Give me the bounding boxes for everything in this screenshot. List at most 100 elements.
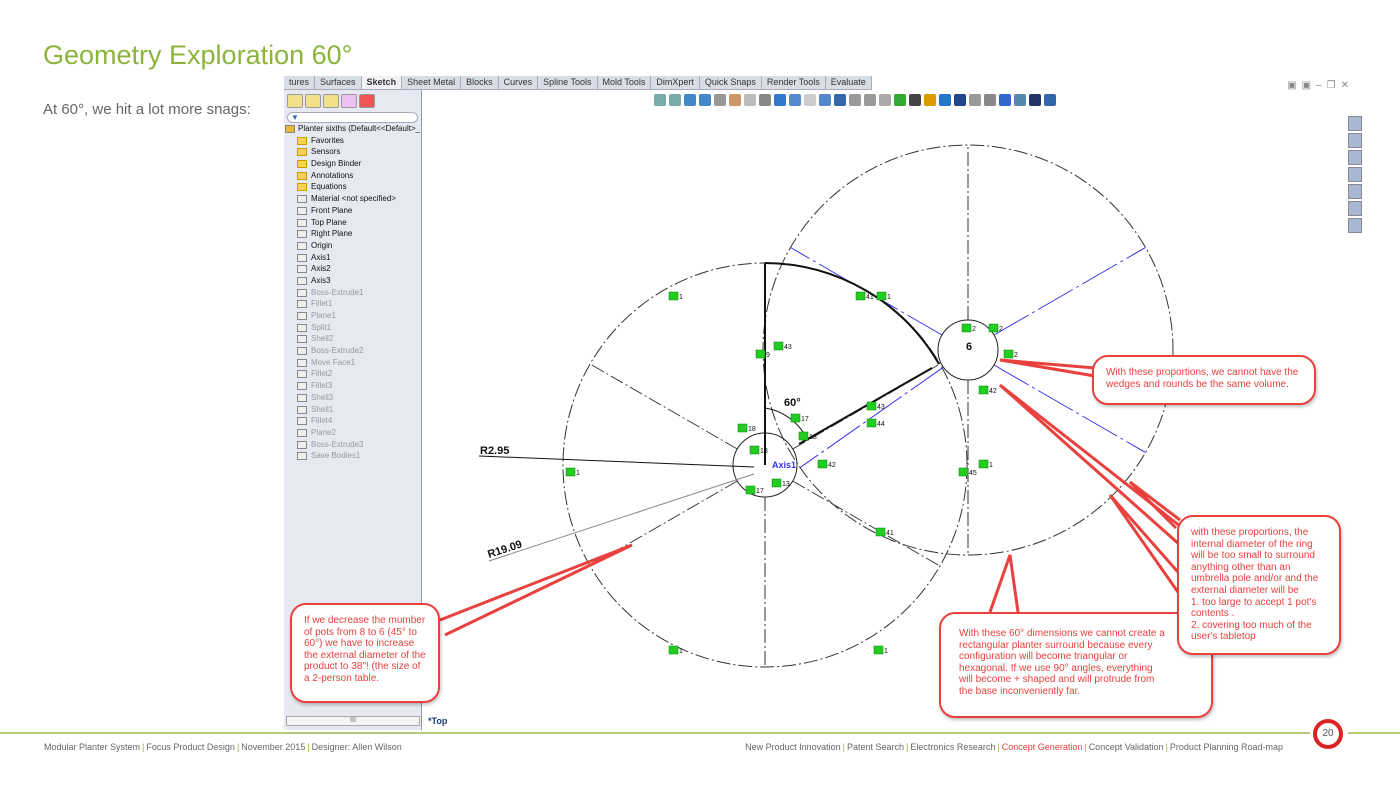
tab-dimxpert[interactable]: DimXpert bbox=[651, 76, 700, 89]
toolbar-icon[interactable] bbox=[924, 94, 936, 106]
property-manager-icon[interactable] bbox=[305, 94, 321, 108]
toolbar-icon[interactable] bbox=[954, 94, 966, 106]
tree-item[interactable]: Sensors bbox=[284, 146, 421, 158]
part-icon bbox=[285, 125, 295, 133]
feature-icon bbox=[297, 428, 307, 437]
tree-item[interactable]: Fillet4 bbox=[284, 415, 421, 427]
toolbar-icon[interactable] bbox=[999, 94, 1011, 106]
window-controls[interactable]: ▣▣–❐✕ bbox=[1287, 80, 1354, 91]
tree-item[interactable]: Shell2 bbox=[284, 333, 421, 345]
tree-item[interactable]: Boss-Extrude3 bbox=[284, 439, 421, 451]
tree-item[interactable]: Shell1 bbox=[284, 404, 421, 416]
scroll-thumb[interactable]: III bbox=[350, 717, 356, 724]
view-palette-icon[interactable] bbox=[1348, 184, 1362, 199]
toolbar-icon[interactable] bbox=[864, 94, 876, 106]
tree-item[interactable]: Fillet3 bbox=[284, 380, 421, 392]
relation-marker bbox=[737, 423, 748, 433]
tree-item[interactable]: Save Bodies1 bbox=[284, 450, 421, 462]
tab-sketch[interactable]: Sketch bbox=[361, 76, 403, 89]
relation-marker bbox=[771, 478, 782, 488]
tree-item[interactable]: Equations bbox=[284, 181, 421, 193]
tree-item[interactable]: Top Plane bbox=[284, 217, 421, 229]
tab-quick-snaps[interactable]: Quick Snaps bbox=[699, 76, 762, 89]
tab-sheet-metal[interactable]: Sheet Metal bbox=[402, 76, 462, 89]
relation-label: 1 bbox=[679, 294, 683, 301]
toolbar-icon[interactable] bbox=[984, 94, 996, 106]
dimension-angle: 60° bbox=[784, 397, 801, 409]
tree-item[interactable]: Plane2 bbox=[284, 427, 421, 439]
relation-label: 9 bbox=[766, 352, 770, 359]
tree-item[interactable]: Boss-Extrude2 bbox=[284, 345, 421, 357]
home-icon[interactable] bbox=[1348, 133, 1362, 148]
toolbar-icon[interactable] bbox=[804, 94, 816, 106]
design-library-icon[interactable] bbox=[1348, 150, 1362, 165]
tab-curves[interactable]: Curves bbox=[498, 76, 539, 89]
tree-item[interactable]: Annotations bbox=[284, 170, 421, 182]
tree-item[interactable]: Design Binder bbox=[284, 158, 421, 170]
display-manager-icon[interactable] bbox=[359, 94, 375, 108]
tree-item[interactable]: Favorites bbox=[284, 135, 421, 147]
toolbar-icon[interactable] bbox=[759, 94, 771, 106]
tab-render-tools[interactable]: Render Tools bbox=[761, 76, 826, 89]
tree-item[interactable]: Front Plane bbox=[284, 205, 421, 217]
tree-item[interactable]: Move Face1 bbox=[284, 357, 421, 369]
toolbar-icon[interactable] bbox=[1029, 94, 1041, 106]
tab-evaluate[interactable]: Evaluate bbox=[825, 76, 872, 89]
appearances-icon[interactable] bbox=[1348, 201, 1362, 216]
tab-mold-tools[interactable]: Mold Tools bbox=[597, 76, 652, 89]
toolbar-icon[interactable] bbox=[909, 94, 921, 106]
tree-scrollbar[interactable]: III bbox=[286, 716, 420, 726]
tree-item-label: Sensors bbox=[311, 147, 341, 157]
toolbar-icon[interactable] bbox=[729, 94, 741, 106]
tree-item[interactable]: Fillet1 bbox=[284, 298, 421, 310]
tree-item[interactable]: Axis1 bbox=[284, 252, 421, 264]
dimxpert-icon[interactable] bbox=[341, 94, 357, 108]
tree-item[interactable]: Origin bbox=[284, 240, 421, 252]
file-explorer-icon[interactable] bbox=[1348, 167, 1362, 182]
toolbar-icon[interactable] bbox=[1014, 94, 1026, 106]
tab-tures[interactable]: tures bbox=[284, 76, 316, 89]
custom-properties-icon[interactable] bbox=[1348, 218, 1362, 233]
toolbar-icon[interactable] bbox=[879, 94, 891, 106]
tree-item[interactable]: Plane1 bbox=[284, 310, 421, 322]
toolbar-icon[interactable] bbox=[849, 94, 861, 106]
toolbar-icon[interactable] bbox=[714, 94, 726, 106]
toolbar-icon[interactable] bbox=[939, 94, 951, 106]
relation-marker bbox=[668, 291, 679, 301]
tab-blocks[interactable]: Blocks bbox=[461, 76, 499, 89]
toolbar-icon[interactable] bbox=[774, 94, 786, 106]
tree-item[interactable]: Boss-Extrude1 bbox=[284, 287, 421, 299]
tree-panel-tabs bbox=[284, 90, 421, 112]
toolbar-icon[interactable] bbox=[969, 94, 981, 106]
toolbar-icon[interactable] bbox=[1044, 94, 1056, 106]
toolbar-icon[interactable] bbox=[669, 94, 681, 106]
tree-item[interactable]: Fillet2 bbox=[284, 368, 421, 380]
tree-item[interactable]: Shell3 bbox=[284, 392, 421, 404]
tree-item[interactable]: Right Plane bbox=[284, 228, 421, 240]
tree-root[interactable]: Planter sixths (Default<<Default>_ bbox=[284, 123, 421, 135]
toolbar-icon[interactable] bbox=[789, 94, 801, 106]
toolbar-icon[interactable] bbox=[699, 94, 711, 106]
feature-manager-icon[interactable] bbox=[287, 94, 303, 108]
footer-divider bbox=[0, 732, 1310, 734]
toolbar-icon[interactable] bbox=[744, 94, 756, 106]
toolbar-icon[interactable] bbox=[654, 94, 666, 106]
toolbar-icon[interactable] bbox=[819, 94, 831, 106]
tree-filter-input[interactable]: ▼ bbox=[287, 112, 418, 123]
tab-surfaces[interactable]: Surfaces bbox=[315, 76, 362, 89]
toolbar-icon[interactable] bbox=[684, 94, 696, 106]
tree-item[interactable]: Material <not specified> bbox=[284, 193, 421, 205]
tree-item[interactable]: Split1 bbox=[284, 322, 421, 334]
configuration-manager-icon[interactable] bbox=[323, 94, 339, 108]
radius-leader-small bbox=[478, 455, 755, 468]
tree-item[interactable]: Axis2 bbox=[284, 263, 421, 275]
tab-spline-tools[interactable]: Spline Tools bbox=[538, 76, 598, 89]
resources-icon[interactable] bbox=[1348, 116, 1362, 131]
tree-item-label: Boss-Extrude2 bbox=[311, 346, 364, 356]
tree-item[interactable]: Axis3 bbox=[284, 275, 421, 287]
toolbar-icon[interactable] bbox=[834, 94, 846, 106]
toolbar-icon[interactable] bbox=[894, 94, 906, 106]
tree-item-label: Axis3 bbox=[311, 275, 331, 285]
feature-icon bbox=[297, 171, 307, 180]
